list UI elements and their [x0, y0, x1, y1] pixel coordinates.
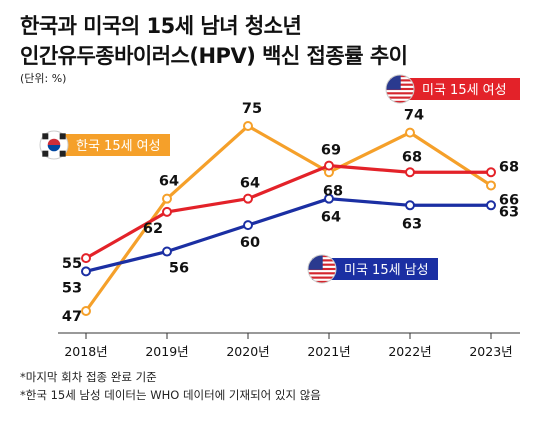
x-tick-label: 2018년	[64, 344, 107, 359]
us-female-point	[81, 253, 91, 264]
us-female-point	[405, 167, 415, 178]
us-male-point	[162, 246, 172, 257]
kr-female-data-label: 74	[404, 108, 424, 124]
us-flag-icon	[385, 74, 415, 104]
us-female-data-label: 64	[240, 176, 260, 192]
x-tick-label: 2019년	[145, 344, 188, 359]
kr-female-data-label: 75	[242, 101, 262, 117]
kr-female-data-label: 68	[323, 183, 343, 199]
us-male-data-label: 63	[402, 216, 422, 232]
kr-female-point	[81, 306, 91, 316]
x-tick-label: 2020년	[226, 344, 269, 359]
kr-female-point	[243, 121, 253, 131]
us-female-data-label: 69	[321, 143, 341, 159]
kr-female-data-label: 64	[159, 174, 179, 190]
us-male-data-label: 53	[62, 280, 82, 296]
kr-female-data-label: 47	[62, 309, 82, 325]
kr-female-point	[405, 127, 415, 138]
us-female-point	[243, 193, 253, 204]
us-male-data-label: 60	[240, 235, 260, 251]
us-female-series-line	[85, 164, 491, 260]
kr-female-data-label: 66	[499, 192, 519, 208]
us-female-data-label: 68	[402, 149, 422, 165]
us-female-legend-tag	[390, 78, 520, 100]
us-female-data-label: 68	[499, 159, 519, 175]
us-male-point	[81, 266, 91, 277]
us-female-point	[162, 206, 172, 217]
kr-female-series-line	[84, 124, 492, 312]
us-male-point	[243, 220, 253, 231]
x-tick-label: 2023년	[469, 344, 512, 359]
us-female-data-label: 62	[143, 221, 163, 237]
us-male-data-label: 63	[499, 204, 519, 220]
us-male-series-line	[85, 197, 491, 273]
chart-title-line-2: 인간유두종바이러스(HPV) 백신 접종률 추이	[20, 44, 408, 68]
kr-female-legend-tag	[44, 134, 170, 156]
us-male-point	[324, 193, 334, 204]
x-tick-label: 2021년	[307, 344, 350, 359]
kr-female-point	[162, 193, 172, 204]
us-male-legend-tag	[312, 258, 438, 280]
us-male-point	[486, 200, 496, 211]
kr-female-legend-label: 한국 15세 여성	[76, 139, 161, 154]
us-female-data-label: 55	[62, 256, 82, 272]
kr-flag-icon	[39, 130, 69, 160]
us-male-data-label: 64	[321, 210, 341, 226]
us-male-point	[405, 200, 415, 211]
kr-female-point	[486, 180, 496, 191]
footnote-1: *마지막 회차 접종 완료 기준	[20, 370, 157, 384]
chart-title-line-1: 한국과 미국의 15세 남녀 청소년	[20, 14, 302, 38]
us-female-point	[324, 160, 334, 171]
us-male-data-label: 56	[169, 261, 189, 277]
x-tick-label: 2022년	[388, 344, 431, 359]
unit-label: (단위: %)	[20, 72, 67, 85]
us-female-legend-label: 미국 15세 여성	[422, 83, 507, 98]
us-flag-icon	[307, 254, 337, 284]
us-male-legend-label: 미국 15세 남성	[344, 263, 429, 278]
us-female-point	[486, 167, 496, 178]
footnote-2: *한국 15세 남성 데이터는 WHO 데이터에 기재되어 있지 않음	[20, 388, 321, 402]
